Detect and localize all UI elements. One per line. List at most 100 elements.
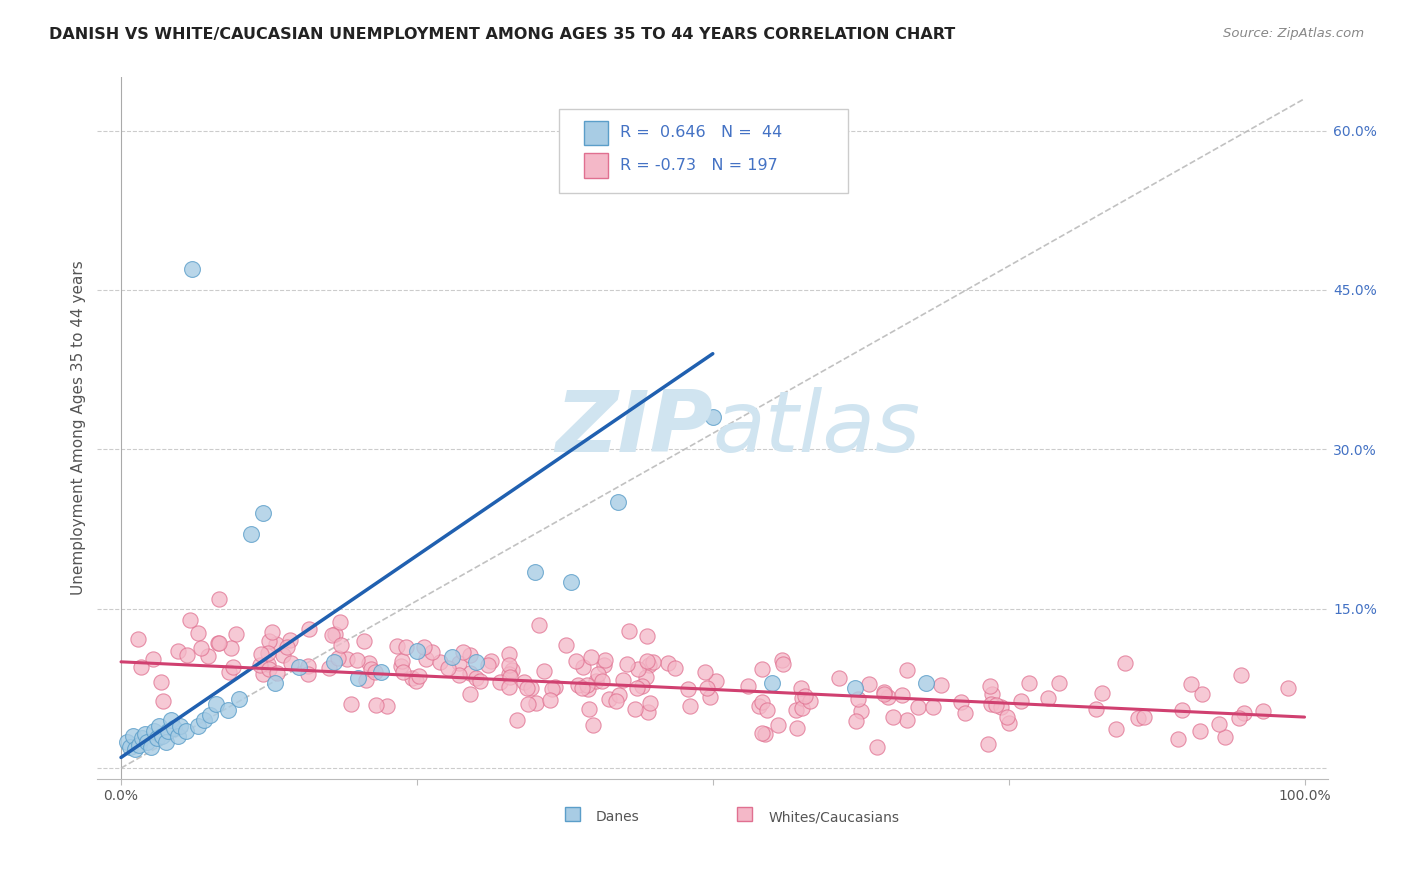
Point: [391, 665, 413, 679]
Point: [754, 727, 776, 741]
Point: [159, 713, 181, 727]
Point: [617, 624, 640, 638]
Point: [636, 629, 658, 643]
Point: [266, 665, 288, 680]
Point: [250, 647, 273, 661]
Point: [578, 701, 600, 715]
Point: [560, 575, 582, 590]
Point: [1018, 675, 1040, 690]
Point: [657, 656, 679, 670]
Point: [127, 632, 149, 647]
Point: [702, 410, 724, 425]
Point: [638, 658, 661, 673]
Point: [582, 717, 605, 731]
Point: [516, 681, 538, 695]
Point: [638, 696, 661, 710]
Point: [408, 669, 430, 683]
Point: [329, 638, 352, 652]
FancyBboxPatch shape: [560, 109, 848, 194]
Point: [441, 649, 464, 664]
Point: [115, 734, 138, 748]
Point: [356, 673, 378, 687]
FancyBboxPatch shape: [583, 153, 609, 178]
Point: [152, 729, 174, 743]
Point: [572, 660, 595, 674]
Point: [527, 618, 550, 632]
Point: [516, 697, 538, 711]
Point: [1128, 710, 1150, 724]
Point: [907, 699, 929, 714]
Point: [616, 657, 638, 671]
FancyBboxPatch shape: [583, 121, 609, 145]
Point: [1233, 706, 1256, 720]
Point: [336, 651, 359, 665]
Point: [571, 681, 593, 696]
Point: [949, 695, 972, 709]
Point: [257, 633, 280, 648]
Point: [630, 679, 652, 693]
Point: [524, 696, 547, 710]
Point: [464, 671, 486, 685]
Point: [266, 637, 288, 651]
Point: [134, 727, 156, 741]
Point: [785, 703, 807, 717]
Point: [506, 714, 529, 728]
Point: [360, 662, 382, 676]
Point: [585, 673, 607, 688]
Point: [748, 698, 770, 713]
Point: [1036, 691, 1059, 706]
Point: [498, 667, 520, 681]
Text: Source: ZipAtlas.com: Source: ZipAtlas.com: [1223, 27, 1364, 40]
Point: [641, 656, 664, 670]
Point: [389, 658, 412, 673]
Point: [323, 626, 346, 640]
Point: [129, 660, 152, 674]
Point: [155, 734, 177, 748]
Point: [953, 706, 976, 720]
Point: [401, 671, 423, 685]
Point: [626, 681, 648, 696]
Point: [593, 653, 616, 667]
Point: [157, 723, 180, 738]
Point: [217, 703, 239, 717]
Point: [359, 656, 381, 670]
Point: [318, 661, 340, 675]
Point: [699, 690, 721, 704]
Point: [190, 641, 212, 656]
Point: [346, 671, 368, 685]
Point: [1227, 711, 1250, 725]
Point: [1133, 710, 1156, 724]
Point: [751, 695, 773, 709]
Point: [340, 697, 363, 711]
Text: R = -0.73   N = 197: R = -0.73 N = 197: [620, 158, 778, 172]
Point: [1191, 687, 1213, 701]
FancyBboxPatch shape: [565, 806, 579, 821]
Point: [375, 698, 398, 713]
Point: [995, 709, 1018, 723]
Point: [187, 718, 209, 732]
Point: [149, 675, 172, 690]
Point: [128, 738, 150, 752]
Point: [799, 694, 821, 708]
Point: [124, 742, 146, 756]
Point: [321, 628, 343, 642]
Point: [576, 678, 599, 692]
Point: [579, 650, 602, 665]
Point: [498, 647, 520, 661]
Point: [131, 731, 153, 746]
Point: [228, 692, 250, 706]
Text: DANISH VS WHITE/CAUCASIAN UNEMPLOYMENT AMONG AGES 35 TO 44 YEARS CORRELATION CHA: DANISH VS WHITE/CAUCASIAN UNEMPLOYMENT A…: [49, 27, 956, 42]
Point: [1085, 701, 1108, 715]
Point: [179, 613, 201, 627]
Point: [498, 680, 520, 694]
Point: [197, 649, 219, 664]
Point: [873, 687, 896, 701]
Point: [501, 664, 523, 678]
Point: [198, 708, 221, 723]
Point: [499, 670, 522, 684]
Point: [627, 662, 650, 676]
Point: [737, 679, 759, 693]
Point: [755, 703, 778, 717]
Point: [624, 702, 647, 716]
Point: [142, 652, 165, 666]
